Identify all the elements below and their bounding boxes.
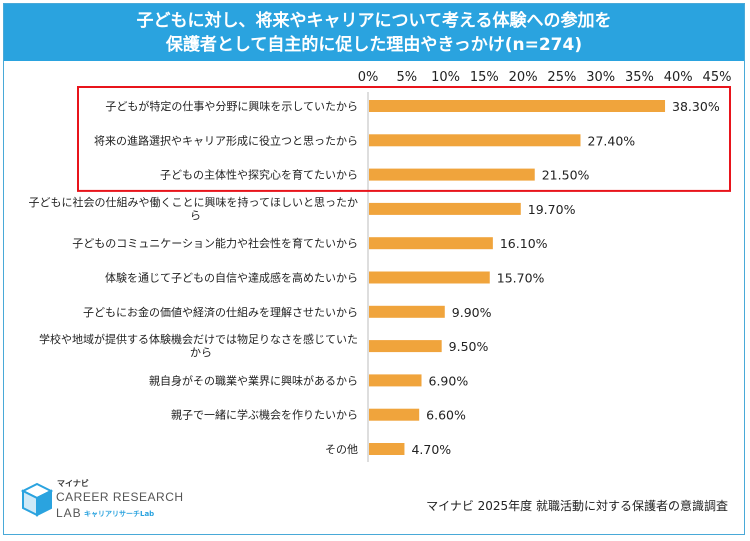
data-label: 6.60% — [426, 408, 466, 423]
data-label: 21.50% — [542, 168, 590, 183]
data-label: 19.70% — [528, 202, 576, 217]
x-tick-label: 25% — [547, 70, 576, 85]
bar — [369, 408, 420, 421]
title-line-2: 保護者として自主的に促した理由やきっかけ(n=274) — [165, 34, 583, 55]
logo-lab-text: LAB — [56, 506, 82, 520]
bar — [369, 340, 442, 353]
bar — [369, 443, 405, 455]
career-research-lab-logo: マイナビ CAREER RESEARCH LAB キャリアリサーチLab — [20, 478, 183, 523]
category-label: 子どもの主体性や探究心を育てたいから — [160, 168, 358, 182]
x-tick-label: 10% — [431, 70, 460, 85]
category-label: 子どもが特定の仕事や分野に興味を示していたから — [105, 99, 358, 113]
highlight-box — [77, 86, 731, 192]
bar — [369, 271, 490, 284]
x-tick-label: 35% — [625, 70, 654, 85]
data-label: 16.10% — [500, 236, 548, 251]
data-label: 38.30% — [672, 99, 720, 114]
data-label: 9.90% — [452, 305, 492, 320]
category-label: 親子で一緒に学ぶ機会を作りたいから — [171, 408, 358, 422]
bar — [369, 237, 493, 250]
category-label-line: 学校や地域が提供する体験機会だけでは物足りなさを感じていた — [39, 332, 358, 346]
data-label: 4.70% — [411, 442, 451, 457]
data-label: 9.50% — [449, 339, 489, 354]
data-label: 27.40% — [588, 133, 636, 148]
category-label: その他 — [325, 443, 358, 456]
logo-katakana-text: キャリアリサーチLab — [84, 510, 155, 518]
category-label: 子どもに社会の仕組みや働くことに興味を持ってほしいと思ったから — [29, 195, 358, 222]
x-tick-label: 15% — [470, 70, 499, 85]
title-line-1: 子どもに対し、将来やキャリアについて考える体験への参加を — [136, 10, 612, 31]
x-tick-label: 40% — [664, 70, 693, 85]
category-label: 子どもにお金の価値や経済の仕組みを理解させたいから — [83, 305, 358, 319]
category-label: 子どものコミュニケーション能力や社会性を育てたいから — [72, 236, 358, 250]
category-label: 学校や地域が提供する体験機会だけでは物足りなさを感じていたから — [39, 332, 358, 359]
category-label-line: ら — [190, 209, 201, 222]
category-label-line: 子どもに社会の仕組みや働くことに興味を持ってほしいと思ったか — [29, 195, 358, 209]
x-tick-label: 45% — [703, 70, 732, 85]
logo-main-text: CAREER RESEARCH — [56, 490, 184, 504]
category-label: 親自身がその職業や業界に興味があるから — [149, 373, 358, 387]
bar — [369, 305, 445, 318]
bar — [369, 202, 521, 215]
logo-mynavi-text: マイナビ — [57, 479, 89, 488]
title-banner: 子どもに対し、将来やキャリアについて考える体験への参加を 保護者として自主的に促… — [4, 4, 744, 61]
source-note: マイナビ 2025年度 就職活動に対する保護者の意識調査 — [426, 499, 728, 513]
bar — [369, 168, 535, 181]
category-label: 体験を通じて子どもの自信や達成感を高めたいから — [105, 271, 358, 285]
bar — [369, 134, 581, 147]
bar — [369, 374, 422, 387]
data-label: 15.70% — [497, 271, 545, 286]
cube-logo-icon — [20, 482, 54, 517]
x-tick-label: 20% — [509, 70, 538, 85]
data-label: 6.90% — [429, 373, 469, 388]
x-tick-label: 30% — [586, 70, 615, 85]
bar — [369, 100, 666, 112]
category-label: 将来の進路選択やキャリア形成に役立つと思ったから — [94, 133, 358, 147]
x-tick-label: 0% — [358, 70, 379, 85]
x-tick-label: 5% — [396, 70, 417, 85]
category-label-line: から — [190, 346, 212, 359]
